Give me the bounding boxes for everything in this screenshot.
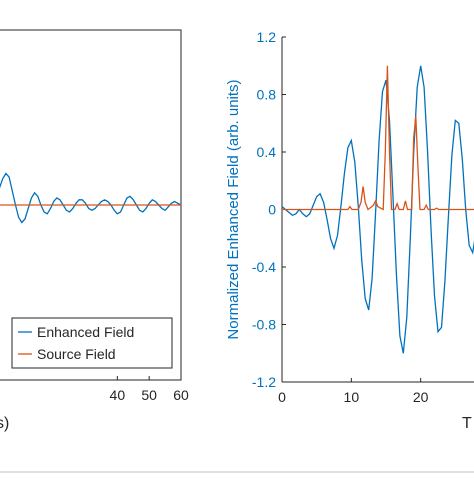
left-x-tick-label-60: 60 <box>173 387 189 403</box>
right-y-tick-label-3: 0 <box>268 202 276 218</box>
right-y-tick-label-2: -0.4 <box>252 259 276 275</box>
right-y-tick-label-6: 1.2 <box>257 29 277 45</box>
right-y-axis-label: Normalized Enhanced Field (arb. units) <box>225 79 242 339</box>
left-chart-panel: 40 50 60 s) Enhanced Field Source Field <box>0 29 189 432</box>
right-x-ticks: 0 10 20 <box>278 378 429 405</box>
right-y-tick-label-1: -0.8 <box>252 317 276 333</box>
right-x-tick-label-20: 20 <box>413 389 429 405</box>
right-x-axis-label: T <box>462 415 472 432</box>
right-series-group <box>281 65 474 354</box>
left-series-group <box>0 172 182 224</box>
right-chart-panel: -1.2 -0.8 -0.4 0 0.4 0.8 1.2 0 10 20 Normalized … <box>225 29 474 432</box>
legend-label-enhanced-field: Enhanced Field <box>37 324 134 340</box>
right-x-tick-label-0: 0 <box>278 389 286 405</box>
right-y-tick-label-4: 0.4 <box>257 144 277 160</box>
right-y-tick-label-5: 0.8 <box>257 87 277 103</box>
left-x-tick-label-40: 40 <box>110 387 126 403</box>
right-series-enhanced-field <box>281 65 474 354</box>
legend-box <box>11 317 173 369</box>
left-x-axis-label: s) <box>0 415 9 432</box>
left-series-enhanced-field <box>0 172 182 224</box>
right-y-tick-label-0: -1.2 <box>252 374 276 390</box>
legend: Enhanced Field Source Field <box>11 317 173 369</box>
right-series-source-field <box>282 65 474 211</box>
right-y-ticks: -1.2 -0.8 -0.4 0 0.4 0.8 1.2 <box>252 29 286 390</box>
left-x-tick-label-50: 50 <box>141 387 157 403</box>
right-x-tick-label-10: 10 <box>344 389 360 405</box>
left-x-ticks: 40 50 60 <box>110 376 189 403</box>
legend-label-source-field: Source Field <box>37 346 116 362</box>
